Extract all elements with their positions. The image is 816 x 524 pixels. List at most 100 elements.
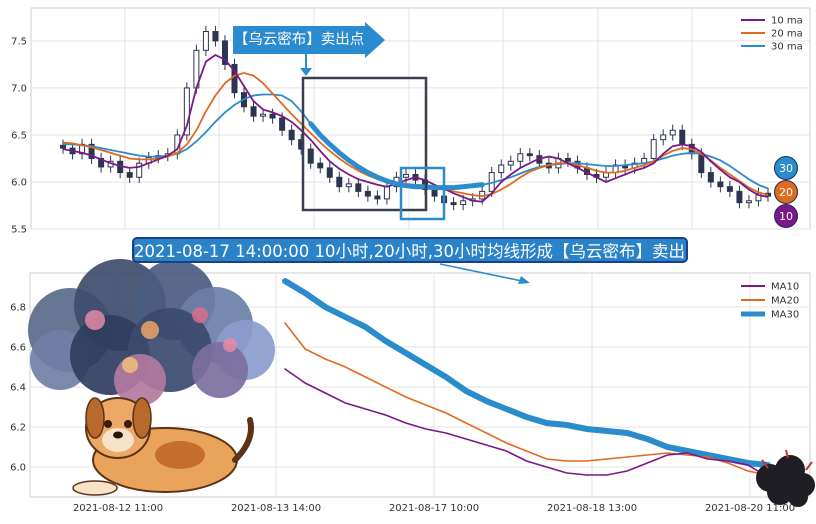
candle-body	[126, 172, 133, 178]
candle-body	[450, 202, 457, 206]
top-y-tick-label: 7.5	[11, 36, 27, 47]
candle-body	[336, 176, 343, 188]
candle-body	[326, 167, 333, 178]
candle-body	[60, 144, 66, 149]
sell-tag-pointer-head	[300, 68, 312, 76]
dog-front-paws	[72, 480, 118, 496]
top-legend-label-ma20: 20 ma	[771, 29, 803, 40]
candle-body	[250, 106, 257, 117]
bottom-ma30-line	[282, 278, 771, 468]
candle-body	[498, 164, 505, 174]
candle-body	[364, 190, 371, 197]
candle-body	[345, 183, 352, 188]
dog-right-eye	[124, 420, 132, 428]
cloud-highlight	[85, 310, 105, 330]
bottom-y-tick-label: 6.4	[10, 383, 26, 394]
bottom-x-tick-label: 2021-08-12 11:00	[73, 503, 163, 514]
cloud-highlight	[223, 338, 237, 352]
top-y-tick-label: 5.5	[11, 225, 27, 236]
candle-body	[526, 153, 533, 157]
dog-left-eye	[104, 420, 112, 428]
top-ma30-highlight	[308, 121, 485, 191]
candle-body	[431, 189, 438, 197]
dog-left-ear	[85, 397, 105, 439]
bottom-y-tick-label: 6.0	[10, 463, 26, 474]
bottom-x-tick-label: 2021-08-17 10:00	[389, 503, 479, 514]
dog-muzzle	[102, 428, 134, 452]
candle-body	[307, 148, 314, 164]
top-y-tick-label: 7.0	[11, 83, 27, 94]
candle-body	[726, 186, 733, 192]
top-y-tick-label: 6.5	[11, 130, 27, 141]
candle-body	[317, 162, 324, 169]
candle-body	[745, 200, 752, 204]
candle-body	[202, 31, 209, 51]
candle-body	[460, 200, 467, 206]
candle-body	[707, 172, 714, 183]
candle-body	[755, 192, 762, 202]
candle-body	[698, 153, 705, 174]
cloud-highlight	[141, 321, 159, 339]
banner-pointer-head	[518, 276, 530, 284]
candle-body	[669, 129, 676, 136]
candle-body	[517, 153, 524, 162]
candle-body	[79, 143, 86, 155]
candle-body	[288, 129, 295, 141]
dog-tail	[232, 417, 254, 463]
candle-body	[507, 160, 514, 166]
bottom-ma10-line	[284, 368, 769, 478]
ma10-badge: 10	[774, 204, 798, 228]
candle-body	[736, 190, 743, 204]
bottom-x-tick-label: 2021-08-20 11:00	[705, 503, 795, 514]
candle-body	[564, 157, 571, 162]
dark-cloud-sparks	[761, 449, 813, 471]
candle-body	[260, 113, 267, 117]
dark-cloud-puff	[767, 479, 793, 505]
bottom-legend-label-ma30: MA30	[771, 310, 799, 321]
candle-body	[88, 143, 95, 159]
bottom-legend-label-ma20: MA20	[771, 296, 799, 307]
bottom-x-tick-label: 2021-08-18 13:00	[547, 503, 637, 514]
candle-body	[402, 173, 409, 178]
signal-point-box	[399, 166, 446, 221]
bottom-y-tick-label: 6.2	[10, 423, 26, 434]
candle-body	[212, 31, 219, 42]
dog-illustration	[72, 397, 254, 496]
candle-body	[279, 117, 286, 131]
bottom-ma20-line	[284, 322, 769, 476]
candle-body	[136, 162, 143, 178]
top-ma10-line	[62, 53, 769, 203]
candle-body	[717, 181, 724, 188]
dog-spot	[155, 441, 205, 469]
candle-body	[650, 139, 657, 159]
small-dark-cloud-illustration	[756, 449, 815, 507]
candle-body	[660, 134, 667, 141]
cloud-puff	[192, 342, 248, 398]
top-plot-area	[30, 7, 811, 230]
candle-body	[355, 183, 362, 192]
candle-body	[183, 87, 190, 136]
signal-banner: 2021-08-17 14:00:00 10小时,20小时,30小时均线形成【乌…	[132, 237, 688, 263]
bottom-legend-label-ma10: MA10	[771, 282, 799, 293]
dog-nose	[113, 431, 123, 439]
top-y-tick-label: 6.0	[11, 177, 27, 188]
sell-point-tag-label: 【乌云密布】卖出点	[233, 26, 365, 54]
top-legend-label-ma10: 10 ma	[771, 16, 803, 27]
bottom-y-tick-label: 6.6	[10, 343, 26, 354]
dark-cloud-puff	[788, 487, 808, 507]
sell-point-tag: 【乌云密布】卖出点	[233, 22, 385, 58]
candle-body	[269, 113, 276, 119]
candle-body	[383, 186, 390, 200]
bottom-y-tick-label: 6.8	[10, 303, 26, 314]
candle-body	[221, 40, 228, 65]
banner-pointer	[439, 263, 523, 282]
sell-point-tag-arrow	[365, 22, 385, 58]
cloud-highlight	[122, 357, 138, 373]
signal-window-box	[301, 76, 428, 212]
cloud-highlight	[192, 307, 208, 323]
ma30-badge: 30	[774, 156, 798, 180]
bottom-x-tick-label: 2021-08-13 14:00	[231, 503, 321, 514]
ma20-badge: 20	[774, 180, 798, 204]
storm-cloud-illustration	[28, 259, 275, 406]
